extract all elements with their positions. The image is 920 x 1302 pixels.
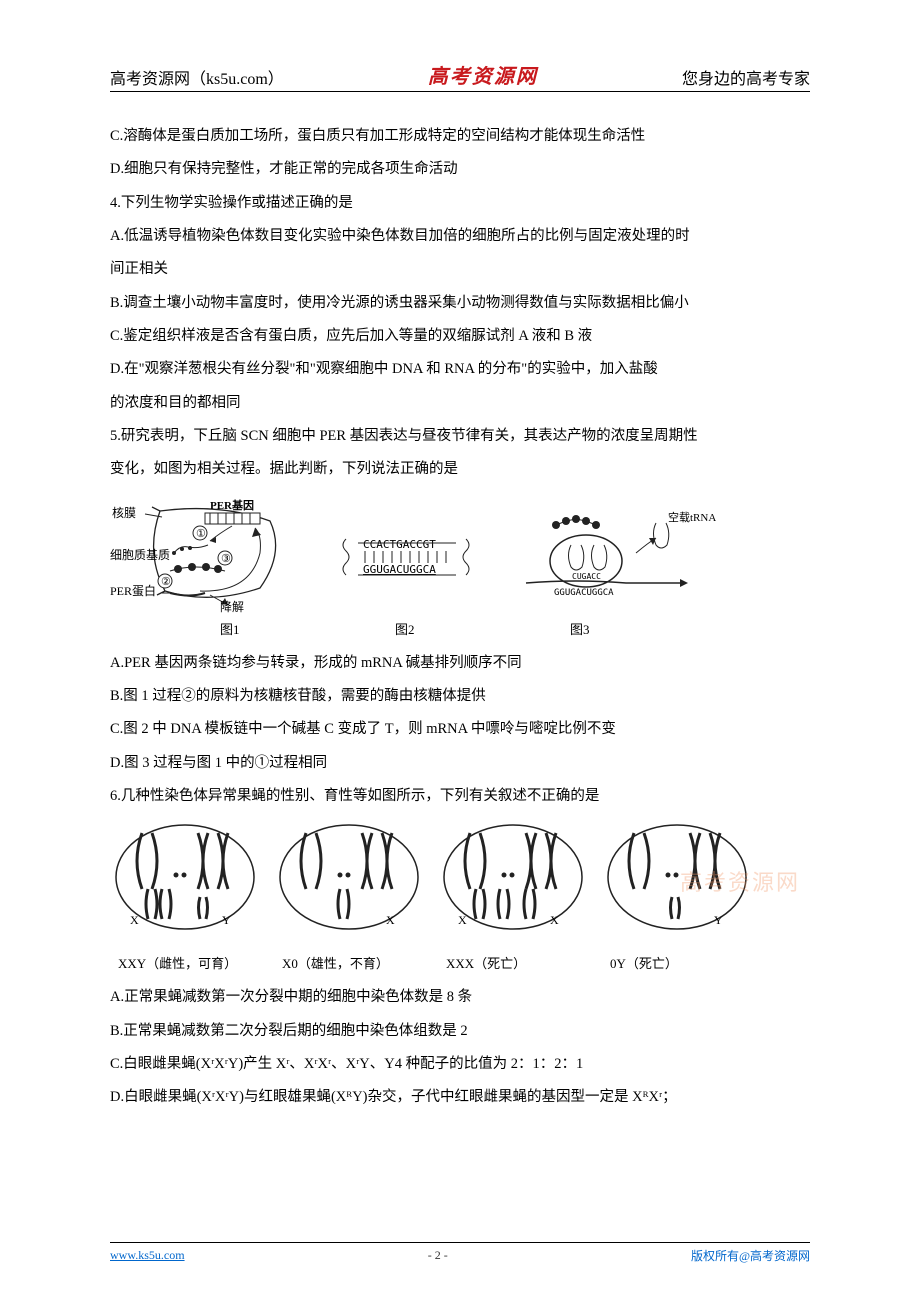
line: D.白眼雌果蝇(XʳXʳY)与红眼雄果蝇(XᴿY)杂交，子代中红眼雌果蝇的基因型… bbox=[110, 1081, 810, 1114]
svg-text:②: ② bbox=[161, 576, 171, 588]
svg-text:PER蛋白: PER蛋白 bbox=[110, 583, 156, 598]
svg-text:X: X bbox=[386, 913, 395, 927]
svg-text:PER基因: PER基因 bbox=[210, 498, 254, 512]
figure-2-label: X0（雄性，不育） bbox=[274, 949, 424, 979]
line: 变化，如图为相关过程。据此判断，下列说法正确的是 bbox=[110, 453, 810, 486]
line: 的浓度和目的都相同 bbox=[110, 387, 810, 420]
footer-copyright: 版权所有@高考资源网 bbox=[691, 1247, 810, 1264]
line: 4.下列生物学实验操作或描述正确的是 bbox=[110, 187, 810, 220]
svg-text:空载tRNA: 空载tRNA bbox=[668, 510, 716, 524]
line: 6.几种性染色体异常果蝇的性别、育性等如图所示，下列有关叙述不正确的是 bbox=[110, 780, 810, 813]
figure-1-caption-1: 图1 bbox=[220, 615, 395, 645]
figure-1-panel-3: GGUGACUGGCA CUGACC bbox=[516, 493, 716, 613]
line: D.在"观察洋葱根尖有丝分裂"和"观察细胞中 DNA 和 RNA 的分布"的实验… bbox=[110, 353, 810, 386]
figure-2-cell-2: X X XXX（死亡） bbox=[438, 819, 588, 979]
line: B.正常果蝇减数第二次分裂后期的细胞中染色体组数是 2 bbox=[110, 1015, 810, 1048]
svg-text:细胞质基质: 细胞质基质 bbox=[110, 548, 170, 562]
line: B.图 1 过程②的原料为核糖核苷酸，需要的酶由核糖体提供 bbox=[110, 680, 810, 713]
svg-text:X: X bbox=[550, 913, 559, 927]
line: C.溶酶体是蛋白质加工场所，蛋白质只有加工形成特定的空间结构才能体现生命活性 bbox=[110, 120, 810, 153]
figure-1-caption-3: 图3 bbox=[570, 615, 590, 645]
svg-text:降解: 降解 bbox=[220, 600, 244, 613]
line: C.白眼雌果蝇(XʳXʳY)产生 Xʳ、XʳXʳ、XʳY、Y4 种配子的比值为 … bbox=[110, 1048, 810, 1081]
line: B.调查土壤小动物丰富度时，使用冷光源的诱虫器采集小动物测得数值与实际数据相比偏… bbox=[110, 287, 810, 320]
header-center-logo: 高考资源网 bbox=[428, 60, 538, 89]
svg-text:GGUGACUGGCA: GGUGACUGGCA bbox=[554, 588, 614, 598]
line: C.鉴定组织样液是否含有蛋白质，应先后加入等量的双缩脲试剂 A 液和 B 液 bbox=[110, 320, 810, 353]
svg-text:核膜: 核膜 bbox=[112, 506, 136, 520]
svg-text:X: X bbox=[130, 913, 139, 927]
svg-text:GGUGACUGGCA: GGUGACUGGCA bbox=[363, 563, 436, 576]
svg-text:CUGACC: CUGACC bbox=[572, 572, 601, 581]
svg-text:③: ③ bbox=[221, 553, 231, 565]
figure-2-cell-1: X X0（雄性，不育） bbox=[274, 819, 424, 979]
header-left: 高考资源网（ks5u.com） bbox=[110, 65, 284, 89]
body-content: C.溶酶体是蛋白质加工场所，蛋白质只有加工形成特定的空间结构才能体现生命活性 D… bbox=[110, 120, 810, 1115]
line: A.PER 基因两条链均参与转录，形成的 mRNA 碱基排列顺序不同 bbox=[110, 647, 810, 680]
line: A.正常果蝇减数第一次分裂中期的细胞中染色体数是 8 条 bbox=[110, 981, 810, 1014]
figure-1-panel-2: CCACTGACCGT GGUGACUGGCA bbox=[328, 493, 488, 613]
page-header: 高考资源网（ks5u.com） 高考资源网 您身边的高考专家 bbox=[110, 60, 810, 92]
line: C.图 2 中 DNA 模板链中一个碱基 C 变成了 T，则 mRNA 中嘌呤与… bbox=[110, 713, 810, 746]
figure-2-label: 0Y（死亡） bbox=[602, 949, 752, 979]
figure-2-cell-0: X Y XXY（雌性，可育） bbox=[110, 819, 260, 979]
figure-2-label: XXY（雌性，可育） bbox=[110, 949, 260, 979]
line: 5.研究表明，下丘脑 SCN 细胞中 PER 基因表达与昼夜节律有关，其表达产物… bbox=[110, 420, 810, 453]
figure-1-panel-1: 核膜 PER基因 ① bbox=[110, 493, 300, 613]
figure-1: 核膜 PER基因 ① bbox=[110, 493, 810, 645]
header-right: 您身边的高考专家 bbox=[682, 65, 810, 89]
svg-text:X: X bbox=[458, 913, 467, 927]
svg-text:①: ① bbox=[196, 528, 206, 540]
page-footer: www.ks5u.com - 2 - 版权所有@高考资源网 bbox=[110, 1242, 810, 1264]
line: A.低温诱导植物染色体数目变化实验中染色体数目加倍的细胞所占的比例与固定液处理的… bbox=[110, 220, 810, 253]
line: D.图 3 过程与图 1 中的①过程相同 bbox=[110, 747, 810, 780]
figure-2-cell-3: Y 0Y（死亡） bbox=[602, 819, 752, 979]
footer-url: www.ks5u.com bbox=[110, 1248, 185, 1263]
svg-text:Y: Y bbox=[714, 913, 723, 927]
figure-2-label: XXX（死亡） bbox=[438, 949, 588, 979]
line: D.细胞只有保持完整性，才能正常的完成各项生命活动 bbox=[110, 153, 810, 186]
svg-text:Y: Y bbox=[222, 913, 231, 927]
line: 间正相关 bbox=[110, 253, 810, 286]
svg-text:CCACTGACCGT: CCACTGACCGT bbox=[363, 538, 436, 551]
figure-2: X Y XXY（雌性，可育） X X0（雄性，不育） bbox=[110, 819, 810, 979]
footer-page-number: - 2 - bbox=[428, 1248, 448, 1263]
figure-1-caption-2: 图2 bbox=[395, 615, 570, 645]
